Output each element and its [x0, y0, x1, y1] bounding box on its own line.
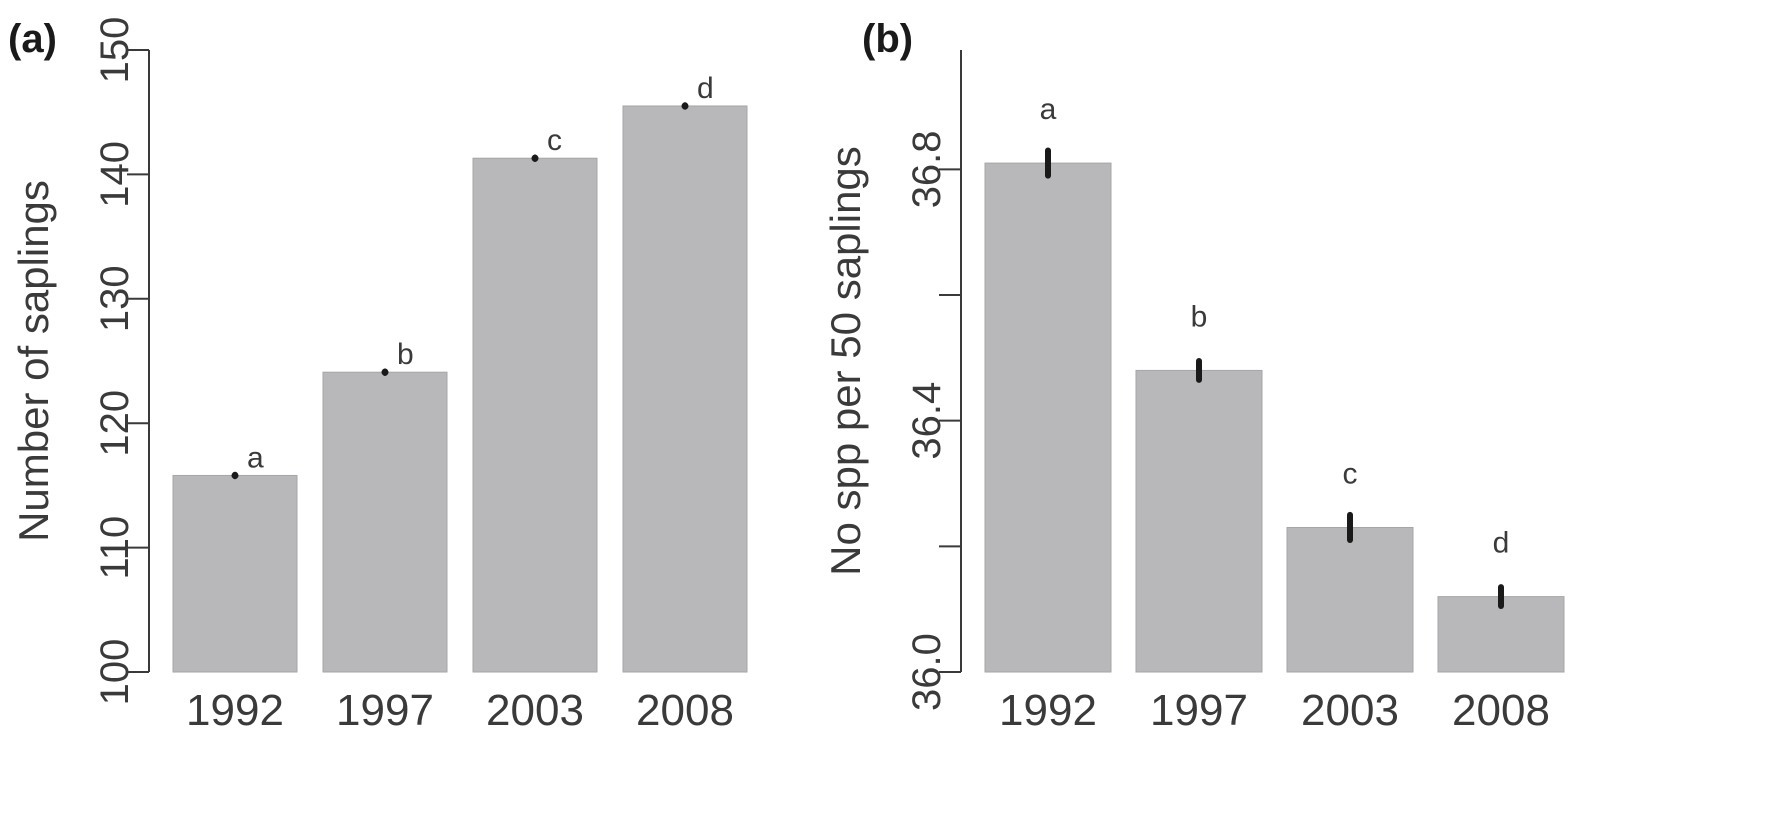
x-tick-label: 2008: [1452, 686, 1550, 735]
x-tick-label: 1992: [186, 686, 284, 735]
x-tick-label: 2003: [1301, 686, 1399, 735]
bar: [1286, 526, 1414, 673]
bar: [1437, 596, 1565, 673]
significance-letter: c: [547, 124, 562, 157]
x-tick-label: 1997: [1150, 686, 1248, 735]
mean-point: [531, 154, 539, 162]
bar: [622, 105, 748, 673]
y-tick-label: 36.4: [905, 382, 949, 460]
y-tick-label: 140: [93, 141, 137, 208]
x-tick-label: 1992: [999, 686, 1097, 735]
panel-label: (b): [862, 17, 913, 61]
y-tick-label: 100: [93, 639, 137, 706]
x-tick-label: 2003: [486, 686, 584, 735]
y-tick-label: 150: [93, 17, 137, 84]
mean-point: [231, 471, 239, 479]
bar: [472, 157, 598, 673]
bar: [322, 371, 448, 673]
significance-letter: d: [697, 72, 714, 105]
y-tick-label: 36.0: [905, 633, 949, 711]
bar: [1135, 369, 1263, 673]
chart-panel-a: (a) 100 110 120 130 140 150 Number of saplings a…: [8, 17, 748, 735]
panel-label: (a): [8, 17, 57, 61]
bar: [984, 162, 1112, 673]
y-tick-label: 36.8: [905, 130, 949, 208]
x-tick-label: 2008: [636, 686, 734, 735]
y-tick-label: 120: [93, 390, 137, 457]
y-tick-label: 110: [93, 516, 137, 580]
y-tick-label: 130: [93, 265, 137, 332]
significance-letter: a: [247, 441, 264, 474]
y-axis-title: No spp per 50 saplings: [822, 146, 869, 576]
significance-letter: d: [1493, 527, 1510, 560]
significance-letter: c: [1343, 457, 1358, 490]
mean-point: [681, 102, 689, 110]
significance-letter: b: [397, 338, 414, 371]
chart-panel-b: (b) 36.0 36.4 36.8 No spp per 50 saplings a 19…: [822, 17, 1565, 735]
bar: [172, 474, 298, 673]
x-tick-label: 1997: [336, 686, 434, 735]
y-axis-title: Number of saplings: [10, 180, 57, 542]
significance-letter: a: [1040, 93, 1057, 126]
significance-letter: b: [1191, 300, 1208, 333]
mean-point: [381, 368, 389, 376]
